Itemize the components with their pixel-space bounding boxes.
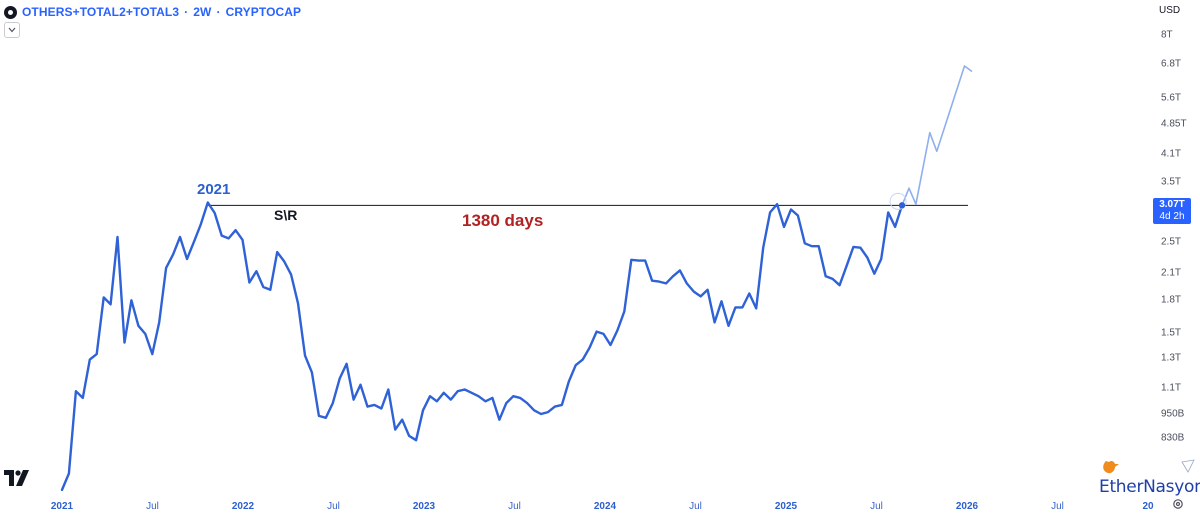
- time-tick-label: Jul: [1051, 501, 1064, 512]
- chevron-down-icon: [8, 27, 16, 33]
- price-tick-label: 2.1T: [1161, 267, 1182, 279]
- separator-dot: ·: [216, 5, 221, 19]
- price-tick-label: 3.5T: [1161, 176, 1182, 188]
- interval-label[interactable]: 2W: [193, 5, 212, 19]
- price-tick-label: 1.3T: [1161, 352, 1182, 364]
- price-tick-label: 1.5T: [1161, 327, 1182, 339]
- price-tick-label: 1.8T: [1161, 294, 1182, 306]
- currency-label[interactable]: USD: [1159, 5, 1181, 16]
- separator-dot: ·: [184, 5, 189, 19]
- time-tick-label: Jul: [146, 501, 159, 512]
- last-price-marker[interactable]: [898, 202, 906, 209]
- time-tick-label: 2023: [412, 501, 436, 512]
- price-tick-label: 6.8T: [1161, 58, 1182, 70]
- time-tick-label: 20: [1142, 501, 1154, 512]
- price-tick-label: 4.1T: [1161, 148, 1182, 160]
- time-tick-label: Jul: [870, 501, 883, 512]
- bar-countdown: 4d 2h: [1159, 211, 1185, 222]
- watermark-text: EtherNasyonaL: [1099, 477, 1200, 497]
- price-tick-label: 1.1T: [1161, 382, 1182, 394]
- logo-dot-icon: [4, 5, 17, 19]
- price-tick-label: 8T: [1161, 29, 1173, 41]
- gear-icon[interactable]: [1172, 498, 1184, 510]
- symbol-name[interactable]: OTHERS+TOTAL2+TOTAL3: [22, 5, 180, 19]
- duration-label[interactable]: 1380 days: [462, 211, 544, 230]
- tradingview-logo-icon[interactable]: [4, 470, 30, 486]
- price-tick-label: 2.5T: [1161, 236, 1182, 248]
- symbol-header[interactable]: OTHERS+TOTAL2+TOTAL3 · 2W · CRYPTOCAP: [4, 3, 301, 21]
- price-tick-label: 5.6T: [1161, 92, 1182, 104]
- projection-ring: [889, 192, 907, 210]
- time-tick-label: 2024: [593, 501, 617, 512]
- price-line[interactable]: [60, 201, 904, 492]
- time-tick-label: Jul: [689, 501, 702, 512]
- time-tick-label: 2022: [231, 501, 255, 512]
- time-tick-label: Jul: [327, 501, 340, 512]
- last-price: 3.07T: [1159, 199, 1185, 210]
- time-tick-label: 2025: [774, 501, 798, 512]
- sr-label[interactable]: S\R: [274, 207, 298, 223]
- price-tick-label: 4.85T: [1161, 118, 1187, 130]
- time-tick-label: Jul: [508, 501, 521, 512]
- price-chart[interactable]: [0, 0, 1150, 515]
- projection-line[interactable]: [901, 65, 973, 207]
- price-tick-label: 830B: [1161, 432, 1185, 444]
- bird-icon: [1103, 459, 1195, 474]
- time-tick-label: 2021: [50, 501, 74, 512]
- collapse-button[interactable]: [4, 22, 20, 38]
- peak-label[interactable]: 2021: [197, 181, 231, 198]
- time-tick-label: 2026: [955, 501, 979, 512]
- price-tick-label: 950B: [1161, 408, 1185, 420]
- last-price-badge: 3.07T 4d 2h: [1153, 198, 1191, 224]
- source-label: CRYPTOCAP: [225, 5, 302, 19]
